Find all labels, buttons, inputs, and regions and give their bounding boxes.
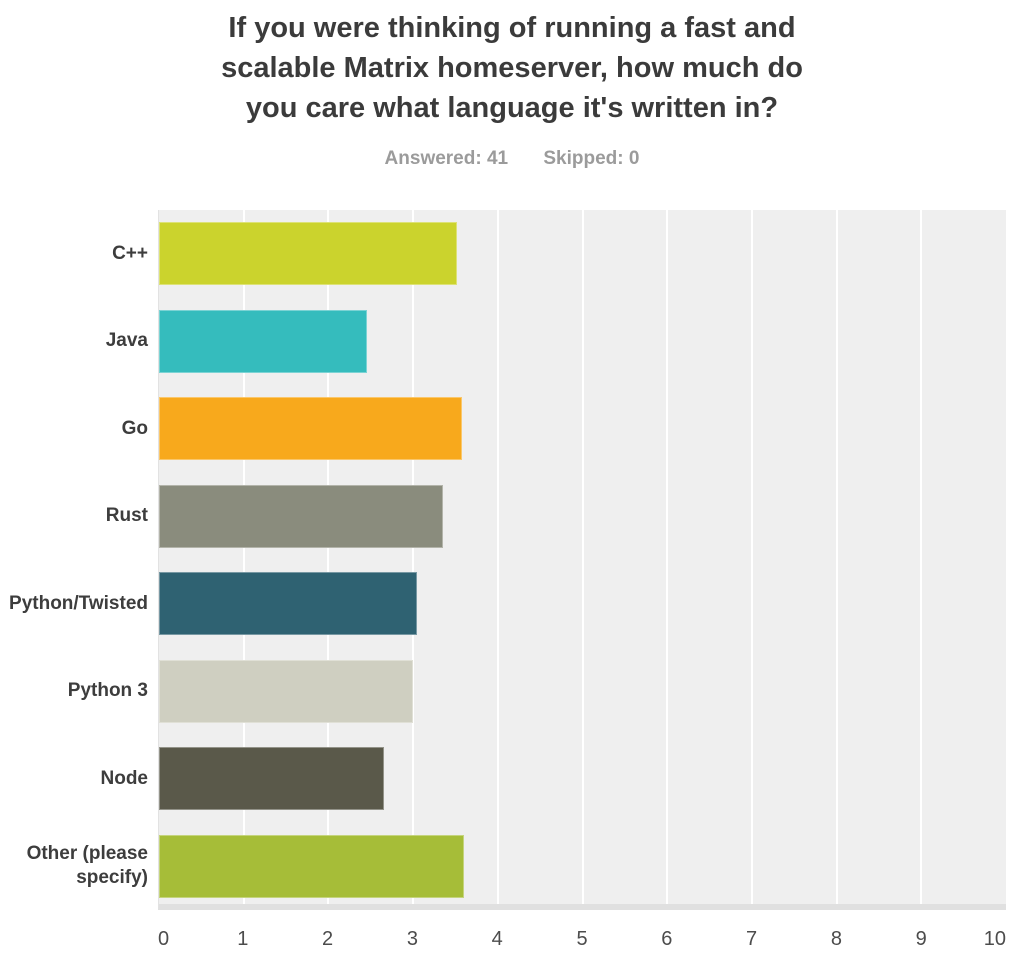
x-tick-label: 1 [237, 928, 249, 950]
gridlines [159, 210, 1006, 904]
plot-area [158, 210, 1006, 910]
x-axis-ticks: 0 1 2 3 4 5 6 7 8 9 10 [158, 928, 1006, 954]
x-tick-label: 10 [983, 928, 1006, 950]
x-tick-label: 7 [746, 928, 758, 950]
gridline [920, 210, 923, 904]
bar [159, 484, 443, 548]
bar [159, 309, 368, 373]
gridline [750, 210, 753, 904]
x-tick-label: 8 [830, 928, 842, 950]
gridline [242, 210, 245, 904]
category-label: Java [105, 330, 148, 352]
skipped-count: Skipped: 0 [543, 148, 640, 169]
bar [159, 747, 385, 810]
category-label: Python 3 [67, 680, 148, 702]
category-label: Python/Twisted [9, 592, 148, 614]
gridline [581, 210, 584, 904]
response-stats: Answered: 41 Skipped: 0 [0, 148, 1024, 170]
chart-title-line-3: you care what language it's written in? [245, 92, 779, 124]
bar [159, 834, 464, 898]
x-tick-label: 9 [915, 928, 927, 950]
x-tick-label: 2 [322, 928, 334, 950]
category-label: Other (please specify) [26, 843, 148, 889]
x-tick-label: 5 [576, 928, 588, 950]
bar [159, 397, 463, 460]
category-label: C++ [112, 242, 148, 264]
chart-title: If you were thinking of running a fast a… [0, 8, 1024, 128]
chart-title-line-1: If you were thinking of running a fast a… [228, 12, 796, 44]
gridline [327, 210, 330, 904]
category-label: Rust [105, 505, 148, 527]
x-tick-label: 3 [406, 928, 418, 950]
gridline [666, 210, 669, 904]
x-tick-label: 4 [491, 928, 503, 950]
bar [159, 659, 414, 723]
chart-title-line-2: scalable Matrix homeserver, how much do [221, 52, 803, 84]
x-tick-label: 6 [661, 928, 673, 950]
bar [159, 222, 458, 285]
gridline [835, 210, 838, 904]
bar [159, 572, 418, 635]
category-labels: C++ Java Go Rust Python/Twisted Python 3 Node O… [0, 210, 148, 910]
gridline [496, 210, 499, 904]
category-label: Go [121, 417, 148, 439]
category-label: Node [100, 767, 149, 789]
gridline [412, 210, 415, 904]
x-tick-label: 0 [158, 928, 170, 950]
answered-count: Answered: 41 [384, 148, 509, 169]
